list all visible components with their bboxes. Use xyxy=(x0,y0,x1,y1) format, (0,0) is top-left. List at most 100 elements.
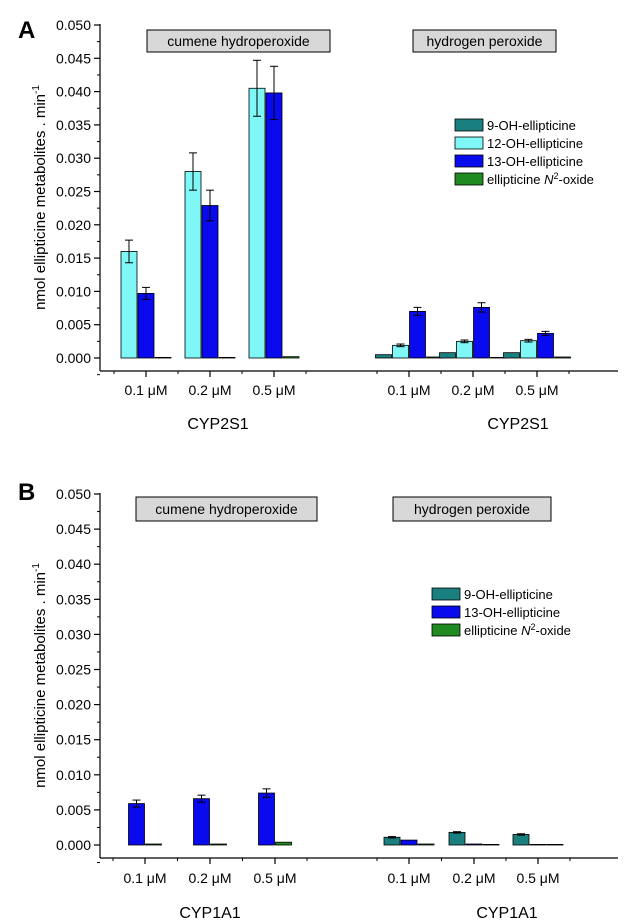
bar-13-oh-ellipticine xyxy=(400,839,418,846)
bar-ellipticine-n2-oxide xyxy=(546,844,564,846)
y-axis-title-sup: -1 xyxy=(31,85,42,94)
legend-label-rest: -oxide xyxy=(559,172,594,187)
bar-ellipticine-n2-oxide xyxy=(218,356,236,359)
bar-12-oh-ellipticine xyxy=(248,87,266,359)
y-tick-label: 0.040 xyxy=(56,556,91,572)
legend-label: 12-OH-ellipticine xyxy=(487,136,583,151)
y-tick-label: 0.045 xyxy=(56,50,91,66)
bar-12-oh-ellipticine xyxy=(392,344,409,359)
legend: 9-OH-ellipticine 13-OH-ellipticine ellipti… xyxy=(431,587,571,638)
bar-13-oh-ellipticine xyxy=(529,844,547,846)
bar-ellipticine-n2-oxide xyxy=(275,841,292,846)
legend-label: 9-OH-ellipticine xyxy=(464,587,553,602)
legend-swatch-12-oh-ellipticine xyxy=(454,136,484,150)
y-axis-title-sup: -1 xyxy=(31,563,42,572)
legend-label: 9-OH-ellipticine xyxy=(487,118,576,133)
y-tick-label: 0.000 xyxy=(56,837,91,853)
bar-ellipticine-n2-oxide xyxy=(482,844,500,846)
y-tick-label: 0.020 xyxy=(56,217,91,233)
condition-label-box xyxy=(412,29,557,53)
bar-9-oh-ellipticine xyxy=(375,354,392,359)
y-tick-label: 0.015 xyxy=(56,250,91,266)
chart-panel-a: A 0.000 0.005 0.010 0.015 0.020 0.025 0.030 0.03… xyxy=(18,17,618,433)
bar-13-oh-ellipticine xyxy=(137,292,155,359)
legend-label-n: N xyxy=(544,172,554,187)
bar-ellipticine-n2-oxide xyxy=(417,843,435,846)
x-tick-label: 0.1 μM xyxy=(124,382,167,398)
y-tick-label: 0.045 xyxy=(56,521,91,537)
y-tick-label: 0.040 xyxy=(56,84,91,100)
legend-label-rest: -oxide xyxy=(536,623,571,638)
legend-label: 13-OH-ellipticine xyxy=(464,605,560,620)
legend-swatch-9-oh-ellipticine xyxy=(454,118,484,132)
x-tick-label: 0.2 μM xyxy=(452,870,495,886)
y-tick-label: 0.035 xyxy=(56,591,91,607)
legend-label-sup: 2 xyxy=(553,171,558,181)
bar-12-oh-ellipticine xyxy=(520,340,537,359)
panel-label: A xyxy=(18,17,35,44)
condition-label: cumene hydroperoxide xyxy=(167,33,310,49)
legend-swatch-ellipticine-n2-oxide xyxy=(431,623,461,637)
x-tick-label: 0.1 μM xyxy=(387,382,430,398)
y-tick-label: 0.005 xyxy=(56,802,91,818)
y-tick-label: 0.010 xyxy=(56,767,91,783)
x-tick-label: 0.5 μM xyxy=(253,870,296,886)
x-axis-title: CYP1A1 xyxy=(476,905,537,922)
panel-label: B xyxy=(18,479,35,506)
bar-13-oh-ellipticine xyxy=(537,332,554,359)
legend-label: ellipticine N2-oxide xyxy=(487,171,594,187)
x-axis-title: CYP2S1 xyxy=(187,416,248,433)
legend-swatch-13-oh-ellipticine xyxy=(454,154,484,168)
bar-9-oh-ellipticine xyxy=(439,352,456,359)
condition-label-box xyxy=(146,29,331,53)
bar-13-oh-ellipticine xyxy=(265,92,283,359)
y-tick-label: 0.030 xyxy=(56,150,91,166)
y-tick-label: 0.030 xyxy=(56,626,91,642)
y-tick-label: 0.000 xyxy=(56,350,91,366)
chart-panel-b: B 0.000 0.005 0.010 0.015 0.020 0.025 0.030 0.03… xyxy=(18,479,618,922)
y-tick-label: 0.025 xyxy=(56,662,91,678)
bar-ellipticine-n2-oxide xyxy=(554,356,571,359)
y-tick-label: 0.015 xyxy=(56,732,91,748)
bar-13-oh-ellipticine xyxy=(193,798,210,846)
y-axis-title: nmol ellipticine metabolites . min-1 xyxy=(31,563,49,788)
condition-label: hydrogen peroxide xyxy=(427,33,543,49)
y-tick-label: 0.035 xyxy=(56,117,91,133)
x-axis-title: CYP2S1 xyxy=(487,416,548,433)
legend-swatch-13-oh-ellipticine xyxy=(431,605,461,619)
x-tick-label: 0.1 μM xyxy=(387,870,430,886)
x-tick-label: 0.2 μM xyxy=(451,382,494,398)
bar-13-oh-ellipticine xyxy=(128,803,145,846)
condition-label: hydrogen peroxide xyxy=(414,501,530,517)
bar-12-oh-ellipticine xyxy=(120,251,138,359)
bar-ellipticine-n2-oxide xyxy=(145,843,162,846)
bar-12-oh-ellipticine xyxy=(184,171,202,359)
y-tick-label: 0.020 xyxy=(56,697,91,713)
bar-13-oh-ellipticine xyxy=(473,306,490,359)
x-tick-label: 0.5 μM xyxy=(252,382,295,398)
x-tick-label: 0.2 μM xyxy=(188,870,231,886)
legend-label: 13-OH-ellipticine xyxy=(487,154,583,169)
legend-label-n: N xyxy=(521,623,531,638)
legend: 9-OH-ellipticine 12-OH-ellipticine 13-OH-e… xyxy=(454,118,594,187)
legend-swatch-ellipticine-n2-oxide xyxy=(454,172,484,186)
y-tick-label: 0.005 xyxy=(56,317,91,333)
x-axis-title: CYP1A1 xyxy=(179,905,240,922)
condition-label-box xyxy=(392,496,552,522)
x-tick-label: 0.1 μM xyxy=(123,870,166,886)
bar-9-oh-ellipticine xyxy=(512,834,530,846)
bar-12-oh-ellipticine xyxy=(456,340,473,359)
y-axis-title: nmol ellipticine metabolites . min-1 xyxy=(31,85,49,310)
bar-ellipticine-n2-oxide xyxy=(154,356,172,359)
condition-label-box xyxy=(135,496,318,522)
bar-13-oh-ellipticine xyxy=(465,843,483,846)
y-tick-label: 0.050 xyxy=(56,17,91,33)
legend-label-sup: 2 xyxy=(530,622,535,632)
x-tick-label: 0.5 μM xyxy=(515,382,558,398)
condition-label: cumene hydroperoxide xyxy=(155,501,298,517)
legend-swatch-9-oh-ellipticine xyxy=(431,587,461,601)
bar-13-oh-ellipticine xyxy=(201,205,219,359)
bar-ellipticine-n2-oxide xyxy=(282,356,300,359)
bar-9-oh-ellipticine xyxy=(503,352,520,359)
